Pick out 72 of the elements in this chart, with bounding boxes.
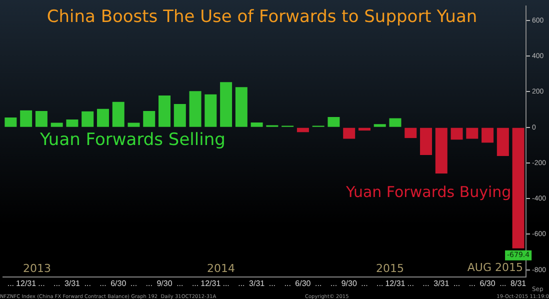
bar <box>20 110 32 127</box>
x-tick-label: ... <box>7 279 14 288</box>
bar <box>96 108 109 127</box>
bar <box>220 82 232 127</box>
x-tick-label: 12/31 <box>16 279 37 288</box>
bar <box>174 104 186 127</box>
bar <box>128 122 140 127</box>
x-tick-label: ... <box>500 279 506 288</box>
bar <box>435 128 448 174</box>
bar <box>450 128 463 140</box>
x-tick-label: ... <box>130 279 138 288</box>
x-tick-label: 12/31 <box>385 279 406 288</box>
x-tick-label: ... <box>238 279 245 288</box>
x-tick-label: 8/31 <box>510 279 527 288</box>
bar <box>296 128 309 132</box>
x-tick-label: ... <box>100 279 106 288</box>
bar <box>143 110 156 127</box>
x-tick-label: 6/30 <box>480 279 496 288</box>
bar <box>189 91 202 127</box>
x-tick-label: 9/30 <box>341 279 358 288</box>
bar <box>496 128 509 156</box>
bar <box>235 87 248 127</box>
bar <box>420 128 432 155</box>
bar <box>512 128 524 248</box>
bar <box>50 122 63 127</box>
x-tick-label: ... <box>376 279 384 288</box>
x-tick-label: ... <box>468 279 476 288</box>
bar <box>35 110 48 127</box>
x-tick-label: ... <box>330 279 338 288</box>
x-tick-label: 9/30 <box>156 279 173 288</box>
x-tick-label: ... <box>361 279 368 288</box>
annotation: Yuan Forwards Selling <box>39 130 226 150</box>
x-tick-label: 6/30 <box>110 279 127 288</box>
x-tick-label: 12/31 <box>200 279 222 288</box>
bar <box>482 128 494 143</box>
bar <box>4 118 17 127</box>
x-tick-label: ... <box>146 279 152 288</box>
bar <box>343 128 356 139</box>
x-tick-label: ... <box>315 279 322 288</box>
x-tick-label: 3/31 <box>249 279 266 288</box>
annotation: 2015 <box>376 262 404 275</box>
annotation: AUG 2015 <box>467 261 523 274</box>
x-tick-label: ... <box>422 279 430 288</box>
bar <box>112 102 124 127</box>
annotation: 2013 <box>23 262 51 275</box>
x-tick-label: 3/31 <box>64 279 81 288</box>
x-tick-label: ... <box>54 279 60 288</box>
bar <box>404 128 417 138</box>
x-tick-label: ... <box>407 279 414 288</box>
bar <box>250 122 263 127</box>
x-tick-label: 3/31 <box>434 279 450 288</box>
x-tick-label: ... <box>84 279 91 288</box>
x-tick-label: ... <box>176 279 184 288</box>
bar <box>82 111 94 127</box>
annotation: Yuan Forwards Buying <box>345 183 512 201</box>
bar <box>358 128 370 131</box>
x-tick-label: ... <box>453 279 460 288</box>
bar <box>204 94 217 127</box>
bar <box>389 118 402 127</box>
bar <box>466 128 478 139</box>
bar <box>374 124 386 127</box>
bar <box>328 117 340 127</box>
x-tick-label: 6/30 <box>295 279 312 288</box>
x-tick-label: ... <box>268 279 276 288</box>
chart-title: China Boosts The Use of Forwards to Support Yuan <box>46 6 478 27</box>
bar <box>158 95 171 127</box>
x-tick-label: ... <box>38 279 45 288</box>
x-tick-label: ... <box>192 279 199 288</box>
bar <box>66 120 78 127</box>
annotation: 2014 <box>207 262 235 275</box>
x-tick-label: ... <box>284 279 291 288</box>
x-tick-label: ... <box>222 279 230 288</box>
